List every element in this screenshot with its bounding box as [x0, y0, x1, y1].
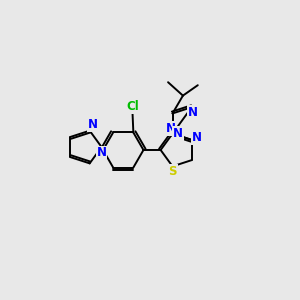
Text: N: N — [166, 122, 176, 135]
Text: N: N — [188, 106, 198, 119]
Text: S: S — [168, 165, 177, 178]
Text: N: N — [192, 131, 202, 144]
Text: Cl: Cl — [126, 100, 139, 113]
Text: N: N — [173, 127, 183, 140]
Text: N: N — [97, 146, 106, 160]
Text: N: N — [88, 118, 98, 131]
